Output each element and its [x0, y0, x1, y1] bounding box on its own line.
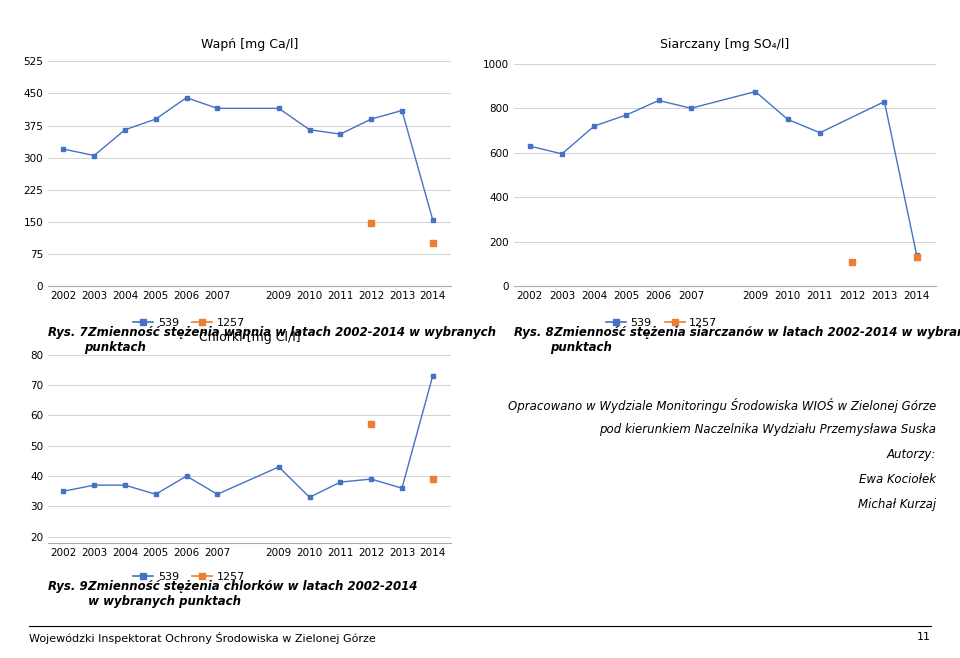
- Text: Opracowano w Wydziale Monitoringu Środowiska WIOŚ w Zielonej Górze: Opracowano w Wydziale Monitoringu Środow…: [508, 398, 936, 413]
- Text: Rys. 8.: Rys. 8.: [514, 326, 558, 339]
- Text: Rys. 7.: Rys. 7.: [48, 326, 92, 339]
- Title: Chlorki [mg Cl/l]: Chlorki [mg Cl/l]: [199, 331, 300, 344]
- Title: Wapń [mg Ca/l]: Wapń [mg Ca/l]: [201, 38, 299, 51]
- Title: Siarczany [mg SO₄/l]: Siarczany [mg SO₄/l]: [660, 38, 789, 51]
- Legend: 539, 1257: 539, 1257: [129, 313, 250, 332]
- Text: Zmienność stężenia siarczanów w latach 2002-2014 w wybranych
punktach: Zmienność stężenia siarczanów w latach 2…: [550, 326, 960, 354]
- Legend: 539, 1257: 539, 1257: [601, 313, 722, 332]
- Text: Michał Kurzaj: Michał Kurzaj: [858, 498, 936, 511]
- Text: Rys. 9.: Rys. 9.: [48, 580, 92, 594]
- Text: Wojewódzki Inspektorat Ochrony Środowiska w Zielonej Górze: Wojewódzki Inspektorat Ochrony Środowisk…: [29, 632, 375, 644]
- Text: Zmienność stężenia chlorków w latach 2002-2014
 w wybranych punktach: Zmienność stężenia chlorków w latach 200…: [84, 580, 418, 609]
- Text: 11: 11: [917, 632, 931, 642]
- Text: pod kierunkiem Naczelnika Wydziału Przemysława Suska: pod kierunkiem Naczelnika Wydziału Przem…: [599, 423, 936, 436]
- Legend: 539, 1257: 539, 1257: [129, 568, 250, 587]
- Text: Autorzy:: Autorzy:: [887, 448, 936, 461]
- Text: Zmienność stężenia wapnia w latach 2002-2014 w wybranych
punktach: Zmienność stężenia wapnia w latach 2002-…: [84, 326, 496, 354]
- Text: Ewa Kociołek: Ewa Kociołek: [859, 473, 936, 486]
